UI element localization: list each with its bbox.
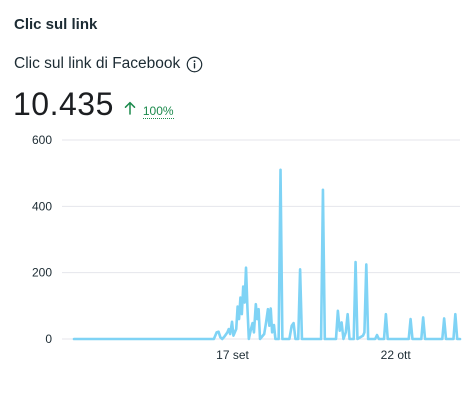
series-line[interactable]	[72, 168, 462, 341]
y-tick-label: 0	[45, 332, 52, 346]
y-tick-label: 200	[32, 266, 52, 280]
info-circle-icon[interactable]	[186, 56, 203, 73]
change-indicator: 100%	[124, 101, 174, 119]
y-tick-label: 400	[32, 199, 52, 213]
arrow-up-icon	[124, 101, 136, 115]
metric-label: Clic sul link di Facebook	[14, 55, 181, 72]
x-tick-label: 17 set	[216, 348, 249, 362]
x-tick-label: 22 ott	[381, 348, 412, 362]
y-tick-label: 600	[32, 133, 52, 147]
total-value: 10.435	[13, 86, 114, 122]
metric-value-row: 10.435 100%	[13, 86, 174, 123]
change-percent[interactable]: 100%	[142, 104, 174, 119]
metric-label-row: Clic sul link di Facebook	[14, 55, 203, 73]
card-title: Clic sul link	[14, 16, 98, 33]
